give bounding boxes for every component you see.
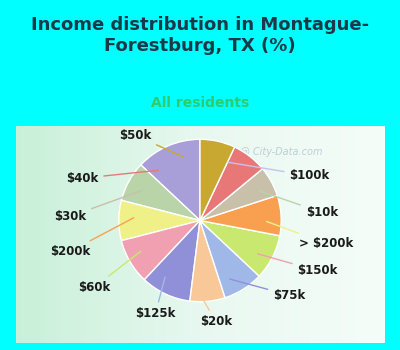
- Text: $40k: $40k: [66, 170, 158, 185]
- Wedge shape: [141, 139, 200, 220]
- Wedge shape: [200, 195, 281, 236]
- Wedge shape: [121, 220, 200, 280]
- Text: $20k: $20k: [195, 287, 232, 329]
- Text: $10k: $10k: [259, 191, 338, 219]
- Wedge shape: [200, 147, 262, 220]
- Wedge shape: [119, 200, 200, 241]
- Text: @ City-Data.com: @ City-Data.com: [240, 147, 322, 157]
- Wedge shape: [200, 169, 277, 220]
- Text: Income distribution in Montague-
Forestburg, TX (%): Income distribution in Montague- Forestb…: [31, 16, 369, 55]
- Wedge shape: [200, 220, 280, 276]
- Text: $200k: $200k: [50, 218, 134, 258]
- Wedge shape: [190, 220, 225, 302]
- Text: $100k: $100k: [228, 162, 330, 182]
- Wedge shape: [200, 220, 259, 298]
- Text: $75k: $75k: [230, 279, 306, 302]
- Text: $150k: $150k: [258, 254, 338, 277]
- Text: All residents: All residents: [151, 96, 249, 110]
- Wedge shape: [200, 139, 234, 220]
- Wedge shape: [121, 165, 200, 220]
- Text: $30k: $30k: [54, 191, 141, 223]
- Text: $60k: $60k: [78, 251, 141, 294]
- Text: $125k: $125k: [135, 277, 176, 320]
- Wedge shape: [144, 220, 200, 301]
- Text: $50k: $50k: [119, 129, 184, 157]
- Text: > $200k: > $200k: [266, 222, 353, 250]
